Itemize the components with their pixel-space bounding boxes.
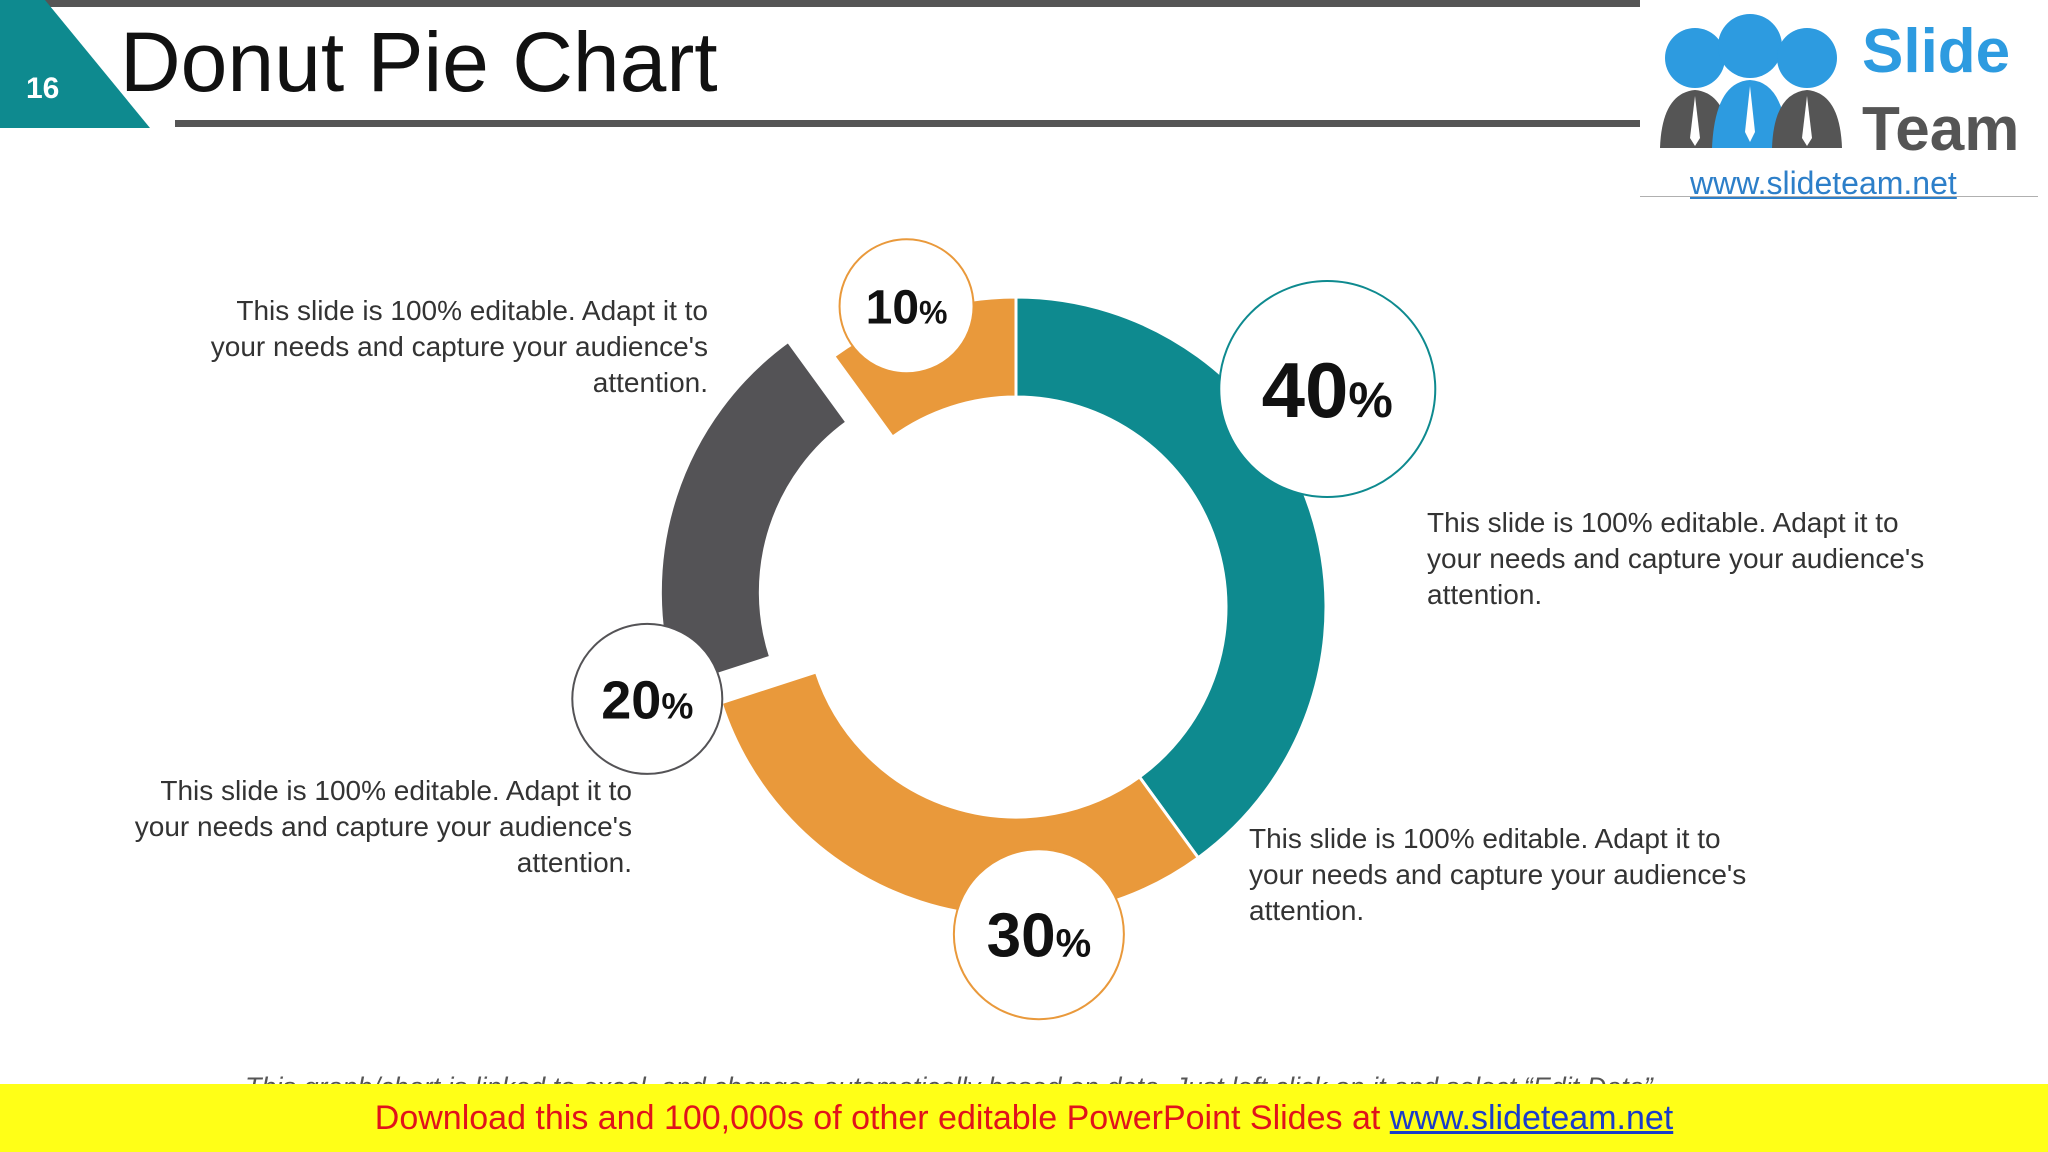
data-label-unit: %	[919, 295, 947, 331]
label-40-bubble: 40%	[1218, 280, 1437, 499]
label-20-bubble: 20%	[571, 622, 724, 775]
data-label-number: 20	[601, 670, 661, 730]
slide-number: 16	[26, 72, 60, 105]
data-label-unit: %	[1348, 372, 1392, 428]
logo-word-slide: Slide	[1862, 17, 2011, 86]
data-label-unit: %	[661, 685, 693, 726]
logo-url-link[interactable]: www.slideteam.net	[1690, 165, 1957, 201]
top-rule	[0, 0, 1640, 7]
data-label-text: 20%	[601, 670, 693, 730]
bubble-circle	[571, 622, 724, 775]
slice-30	[719, 670, 1201, 919]
data-label-text: 10%	[866, 282, 948, 335]
data-label-text: 30%	[987, 902, 1092, 971]
bubble-circle	[952, 848, 1125, 1021]
data-label-number: 10	[866, 282, 919, 335]
callout-right: This slide is 100% editable. Adapt it to…	[1427, 507, 1925, 610]
data-label-number: 30	[987, 902, 1056, 971]
slide-title: Donut Pie Chart	[120, 15, 718, 109]
data-label-text: 40%	[1262, 346, 1393, 434]
banner-link[interactable]: www.slideteam.net	[1389, 1099, 1674, 1137]
logo-divider	[1640, 196, 2038, 197]
download-banner[interactable]: Download this and 100,000s of other edit…	[0, 1084, 2048, 1152]
title-rule	[175, 120, 1640, 127]
logo-word-team: Team	[1862, 95, 2020, 164]
bubble-circle	[838, 238, 975, 375]
donut-pie-chart: 40%30%20%10%	[571, 238, 1437, 1021]
callout-bottom-right: This slide is 100% editable. Adapt it to…	[1249, 823, 1747, 926]
banner-text: Download this and 100,000s of other edit…	[374, 1099, 1390, 1137]
slideteam-logo[interactable]: Slide Team www.slideteam.net	[1640, 0, 2038, 201]
bubble-circle	[1218, 280, 1437, 499]
data-label-number: 40	[1262, 346, 1349, 434]
label-10-bubble: 10%	[838, 238, 975, 375]
callout-top-left: This slide is 100% editable. Adapt it to…	[210, 295, 708, 398]
label-30-bubble: 30%	[952, 848, 1125, 1021]
slice-20	[658, 339, 850, 690]
people-icon	[1660, 14, 1842, 148]
data-label-unit: %	[1056, 922, 1092, 966]
callout-bottom-left: This slide is 100% editable. Adapt it to…	[134, 775, 632, 878]
